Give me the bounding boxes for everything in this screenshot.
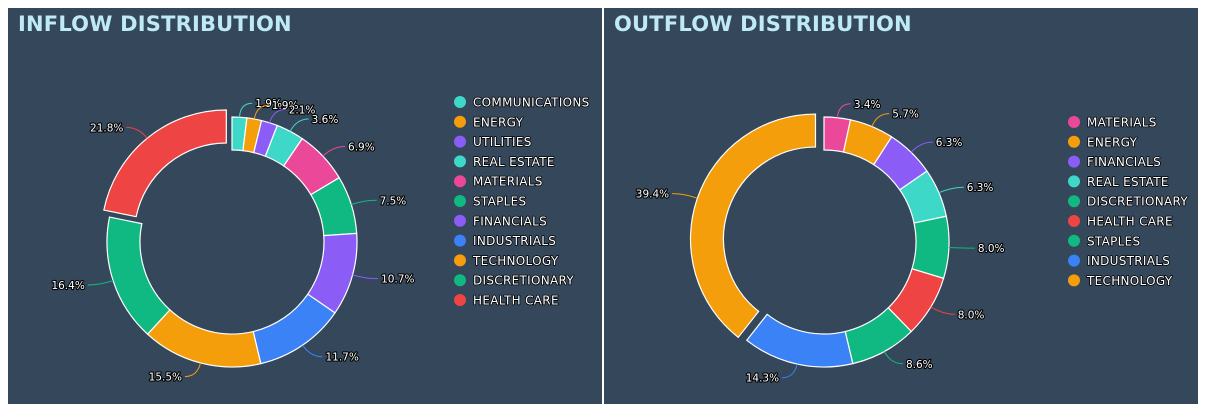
outflow-data-label-real-estate: 6.3% [967, 182, 994, 194]
outflow-legend-swatch-materials[interactable] [1068, 116, 1080, 128]
outflow-leader-technology [672, 193, 698, 199]
inflow-leader-health-care [126, 126, 148, 139]
outflow-data-label-discretionary: 8.0% [978, 243, 1005, 255]
inflow-legend-swatch-health-care[interactable] [454, 294, 466, 306]
inflow-legend-label-discretionary[interactable]: DISCRETIONARY [472, 273, 575, 289]
inflow-legend-label-financials[interactable]: FINANCIALS [472, 214, 547, 230]
inflow-data-label-discretionary: 16.4% [51, 280, 84, 292]
inflow-legend-swatch-industrials[interactable] [454, 234, 466, 247]
outflow-slice-industrials [745, 313, 854, 368]
inflow-leader-discretionary [87, 280, 114, 286]
outflow-leader-staples [883, 351, 903, 365]
inflow-leader-materials [322, 146, 346, 157]
inflow-title: INFLOW DISTRIBUTION [18, 12, 292, 36]
inflow-leader-staples [351, 199, 377, 205]
outflow-leader-real-estate [938, 186, 964, 194]
inflow-legend-swatch-financials[interactable] [454, 214, 466, 227]
outflow-legend-label-real-estate[interactable]: REAL ESTATE [1086, 174, 1169, 190]
outflow-legend-swatch-health-care[interactable] [1068, 215, 1080, 227]
outflow-legend-label-financials[interactable]: FINANCIALS [1086, 154, 1161, 170]
inflow-legend-label-utilities[interactable]: UTILITIES [472, 134, 532, 150]
inflow-leader-real-estate [289, 118, 309, 132]
inflow-legend-swatch-technology[interactable] [454, 254, 466, 267]
inflow-legend-swatch-utilities[interactable] [454, 135, 466, 148]
outflow-data-label-staples: 8.6% [906, 359, 933, 371]
outflow-legend-label-discretionary[interactable]: DISCRETIONARY [1086, 194, 1189, 210]
outflow-leader-materials [836, 103, 851, 118]
outflow-data-label-technology: 39.4% [636, 189, 669, 201]
outflow-title: OUTFLOW DISTRIBUTION [614, 12, 912, 36]
inflow-legend-swatch-communications[interactable] [454, 96, 466, 108]
inflow-legend-label-staples[interactable]: STAPLES [472, 194, 527, 210]
outflow-legend-swatch-industrials[interactable] [1068, 254, 1080, 267]
outflow-legend-label-health-care[interactable]: HEALTH CARE [1086, 214, 1173, 230]
outflow-panel: OUTFLOW DISTRIBUTION 3.4% 5.7% 6.3% 6.3% 8.0… [604, 8, 1198, 404]
inflow-legend-swatch-discretionary[interactable] [454, 274, 466, 287]
inflow-data-label-utilities: 2.1% [289, 104, 316, 116]
inflow-legend-swatch-materials[interactable] [454, 175, 466, 188]
inflow-legend-label-technology[interactable]: TECHNOLOGY [471, 253, 559, 269]
inflow-donut-chart: 1.9%1.9%2.1%3.6%6.9%7.5%10.7%11.7%15.5%1… [50, 95, 590, 385]
outflow-leader-discretionary [948, 246, 975, 249]
outflow-legend-swatch-energy[interactable] [1068, 135, 1080, 148]
outflow-data-label-industrials: 14.3% [746, 373, 779, 385]
outflow-legend-swatch-real-estate[interactable] [1068, 175, 1080, 188]
inflow-leader-utilities [269, 108, 286, 123]
inflow-data-label-materials: 6.9% [348, 142, 375, 154]
outflow-data-label-materials: 3.4% [854, 99, 881, 111]
outflow-data-label-financials: 6.3% [936, 137, 963, 149]
inflow-leader-energy [253, 104, 269, 120]
inflow-legend-label-industrials[interactable]: INDUSTRIALS [472, 233, 556, 249]
inflow-leader-financials [352, 274, 379, 280]
outflow-leader-industrials [782, 363, 798, 379]
inflow-legend-label-health-care[interactable]: HEALTH CARE [472, 293, 559, 309]
inflow-legend-label-communications[interactable]: COMMUNICATIONS [472, 95, 590, 111]
inflow-data-label-real-estate: 3.6% [312, 114, 339, 126]
inflow-data-label-financials: 10.7% [381, 274, 414, 286]
outflow-data-label-energy: 5.7% [892, 109, 919, 121]
outflow-leader-energy [871, 113, 890, 127]
outflow-legend-label-energy[interactable]: ENERGY [1086, 135, 1138, 151]
outflow-slice-discretionary [911, 215, 950, 280]
inflow-data-label-health-care: 21.8% [90, 122, 123, 134]
inflow-slice-industrials [252, 293, 336, 365]
inflow-legend-swatch-staples[interactable] [454, 195, 466, 207]
outflow-leader-health-care [930, 306, 955, 315]
outflow-legend-swatch-technology[interactable] [1068, 274, 1080, 287]
outflow-leader-financials [910, 141, 933, 153]
inflow-data-label-technology: 15.5% [149, 372, 182, 384]
inflow-legend-label-real-estate[interactable]: REAL ESTATE [472, 154, 555, 170]
inflow-data-label-energy: 1.9% [272, 100, 299, 112]
inflow-legend-label-materials[interactable]: MATERIALS [472, 174, 543, 190]
inflow-legend-swatch-energy[interactable] [454, 115, 466, 128]
inflow-data-label-staples: 7.5% [380, 195, 407, 207]
inflow-slice-discretionary [106, 216, 171, 336]
inflow-panel: INFLOW DISTRIBUTION 1.9% 1.9% 2.1% 3.6% 6.9%… [8, 8, 602, 404]
outflow-legend-label-industrials[interactable]: INDUSTRIALS [1086, 253, 1170, 269]
outflow-donut-chart: 3.4% 5.7% 6.3% 6.3% 8.0% 8.0% 8.6% 14.3% 39.4% MA… [635, 98, 1189, 386]
inflow-leader-communications [238, 102, 253, 118]
inflow-legend-swatch-real-estate[interactable] [454, 155, 466, 168]
inflow-leader-industrials [302, 344, 323, 358]
outflow-data-label-health-care: 8.0% [958, 309, 985, 321]
inflow-slice-health-care [103, 109, 227, 218]
outflow-legend-label-technology[interactable]: TECHNOLOGY [1085, 273, 1173, 289]
outflow-legend-swatch-staples[interactable] [1068, 234, 1080, 247]
outflow-legend-swatch-financials[interactable] [1068, 155, 1080, 168]
inflow-legend-label-energy[interactable]: ENERGY [472, 115, 524, 131]
inflow-leader-technology [184, 362, 202, 378]
inflow-data-label-industrials: 11.7% [325, 352, 358, 364]
outflow-legend-label-materials[interactable]: MATERIALS [1086, 115, 1157, 131]
outflow-legend-label-staples[interactable]: STAPLES [1086, 234, 1141, 250]
outflow-slice-technology [689, 113, 817, 339]
outflow-legend-swatch-discretionary[interactable] [1068, 195, 1080, 208]
inflow-slice-technology [146, 309, 262, 368]
